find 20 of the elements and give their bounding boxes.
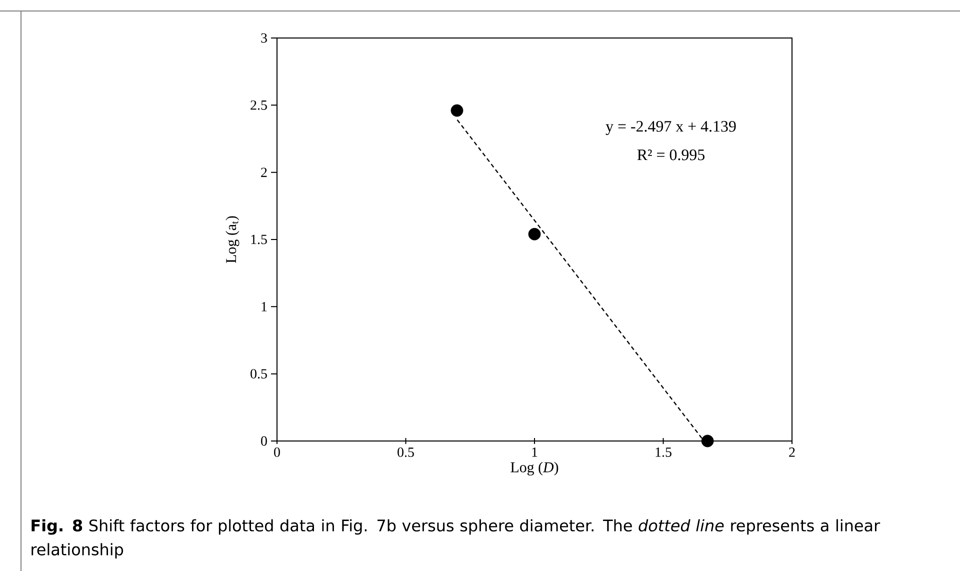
x-tick-label: 1 <box>532 448 538 457</box>
annotation: R² = 0.995 <box>637 149 704 160</box>
point <box>528 228 541 240</box>
x-axis-title: Log (D) <box>510 462 558 476</box>
x-tick-label: 0.5 <box>398 448 414 457</box>
point <box>450 104 464 117</box>
y-tick-label: 1.5 <box>251 234 267 244</box>
text: Fig. 8 Shift factors for plotted data in Fig. 7b versus sphere diameter. The dotted line represents a linear relationship <box>32 519 880 559</box>
y-tick-label: 3 <box>261 33 267 43</box>
y-tick-label: 0.5 <box>250 369 267 379</box>
y-tick-label: 1 <box>262 302 267 312</box>
y-axis-title: Log (a$_{t}$) <box>226 216 240 263</box>
x-tick-label: 1.5 <box>656 448 672 457</box>
x-tick-label: 0 <box>274 448 280 457</box>
point <box>701 434 714 448</box>
annotation: y = -2.497 x + 4.139 <box>606 121 736 135</box>
y-tick-label: 0 <box>261 436 267 446</box>
y-tick-label: 2 <box>261 168 267 177</box>
x-tick-label: 2 <box>789 448 795 457</box>
y-tick-label: 2.5 <box>250 100 267 110</box>
